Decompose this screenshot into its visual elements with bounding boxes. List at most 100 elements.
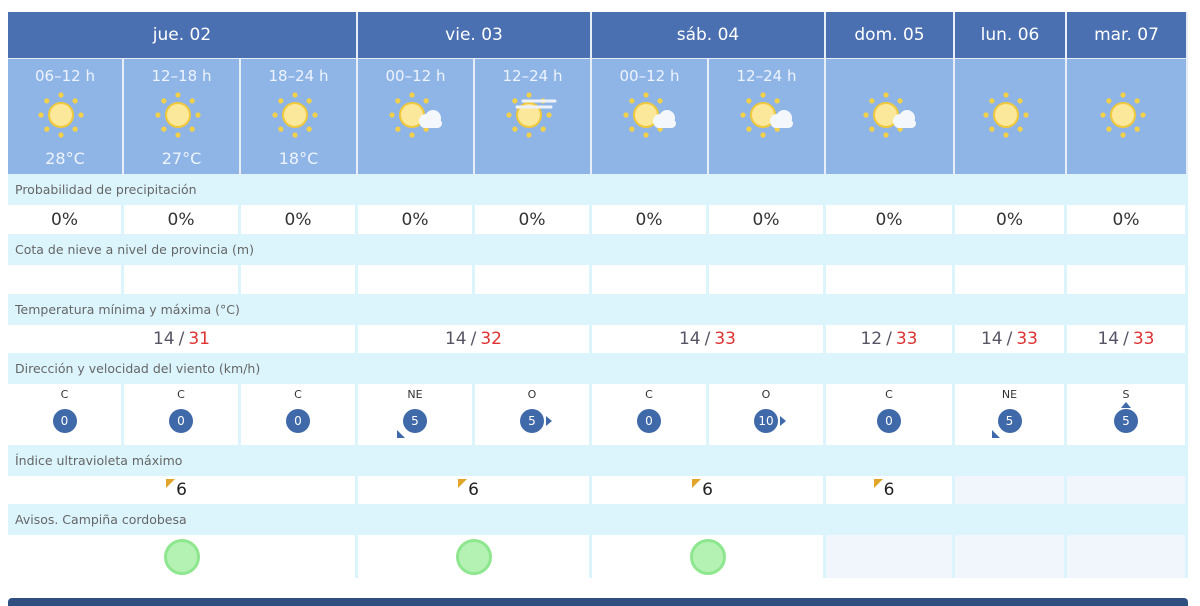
uv-cell: 6 [358, 476, 592, 504]
precip-cell: 0% [592, 205, 709, 234]
min-temp: 14 [678, 329, 701, 349]
period-label: 00–12 h [385, 67, 446, 85]
snow-cell [709, 265, 826, 294]
wind-cell: NE 5 [955, 384, 1067, 445]
day-header[interactable]: vie. 03 [358, 12, 592, 58]
aviso-cell [8, 535, 358, 578]
day-label: mar. 07 [1094, 25, 1159, 45]
aviso-cell [592, 535, 826, 578]
uv-cell [1067, 476, 1188, 504]
wind-speed: 10 [758, 414, 774, 428]
precip-value: 0% [875, 209, 903, 230]
max-temp: 31 [188, 329, 210, 349]
sun-cloud-icon [620, 87, 680, 147]
precip-value: 0% [1112, 209, 1140, 230]
aviso-green-icon[interactable] [689, 538, 726, 575]
wind-speed: 5 [1005, 414, 1014, 428]
sun-cloud-icon [737, 87, 797, 147]
period-cell: 12–24 h [709, 58, 826, 174]
period-label: 12–24 h [502, 67, 563, 85]
row-label-snow: Cota de nieve a nivel de provincia (m) [8, 234, 1188, 265]
day-header[interactable]: lun. 06 [955, 12, 1067, 58]
wind-direction: S [1122, 388, 1130, 401]
wind-speed: 0 [177, 414, 185, 428]
wind-speed-badge: 5 [520, 409, 552, 433]
max-temp: 33 [1132, 329, 1155, 349]
snow-row [8, 265, 1188, 294]
temp-separator: / [704, 329, 711, 349]
wind-row: C 0 C 0 C 0 NE 5 O 5 C 0 O 10 C 0 NE 5 S 5 [8, 384, 1188, 445]
wind-direction: C [885, 388, 893, 401]
wind-direction: O [527, 388, 537, 401]
day-header-row: jue. 02 vie. 03 sáb. 04 dom. 05 lun. 06 mar. … [8, 12, 1188, 58]
period-label: 12–18 h [151, 67, 212, 85]
temp-separator: / [1006, 329, 1013, 349]
day-label: lun. 06 [980, 25, 1040, 45]
temp-separator: / [1123, 329, 1129, 349]
precip-cell: 0% [8, 205, 124, 234]
day-label: jue. 02 [152, 25, 212, 45]
uv-level-flag-icon [458, 478, 467, 488]
row-label-avisos: Avisos. Campiña cordobesa [8, 504, 1188, 535]
aviso-green-icon[interactable] [163, 538, 200, 575]
aviso-cell [955, 535, 1067, 578]
precip-cell: 0% [1067, 205, 1188, 234]
period-cell: 00–12 h [358, 58, 475, 174]
wind-direction: NE [407, 388, 423, 401]
uv-cell: 6 [826, 476, 955, 504]
period-cell: 06–12 h 28°C [8, 58, 124, 174]
wind-direction: C [177, 388, 185, 401]
wind-speed-badge: 0 [877, 409, 901, 433]
wind-speed: 5 [411, 414, 419, 428]
aviso-cell [358, 535, 592, 578]
wind-speed: 0 [294, 414, 302, 428]
precip-cell: 0% [124, 205, 241, 234]
snow-cell [8, 265, 124, 294]
period-label: 18–24 h [268, 67, 329, 85]
row-label-precip: Probabilidad de precipitación [8, 174, 1188, 205]
wind-arrow-icon [397, 430, 405, 438]
wind-speed: 5 [528, 414, 536, 428]
precip-cell: 0% [241, 205, 358, 234]
sun-cloud-icon [860, 87, 920, 147]
wind-arrow-icon [991, 430, 1000, 438]
period-cell [826, 58, 955, 174]
period-temp: 18°C [278, 149, 319, 168]
wind-speed: 0 [885, 414, 893, 428]
row-label-temp: Temperatura mínima y máxima (°C) [8, 294, 1188, 325]
wind-direction: O [761, 388, 771, 401]
minmax-cell: 14/33 [1067, 325, 1188, 353]
precip-row: 0% 0% 0% 0% 0% 0% 0% 0% 0% 0% [8, 205, 1188, 234]
period-cell: 00–12 h [592, 58, 709, 174]
wind-speed: 0 [60, 414, 69, 428]
precip-value: 0% [401, 209, 429, 230]
period-cell [955, 58, 1067, 174]
min-temp: 14 [152, 329, 175, 349]
precip-cell: 0% [475, 205, 592, 234]
day-header[interactable]: jue. 02 [8, 12, 358, 58]
snow-cell [826, 265, 955, 294]
day-header[interactable]: dom. 05 [826, 12, 955, 58]
wind-arrow-icon [780, 416, 786, 426]
sun-icon [35, 87, 95, 147]
aviso-green-icon[interactable] [455, 538, 492, 575]
wind-speed: 5 [1122, 414, 1130, 428]
min-temp: 14 [1097, 329, 1120, 349]
precip-cell: 0% [955, 205, 1067, 234]
minmax-cell: 14/33 [955, 325, 1067, 353]
min-temp: 14 [980, 329, 1003, 349]
wind-direction: C [645, 388, 653, 401]
day-label: sáb. 04 [676, 25, 740, 45]
precip-cell: 0% [358, 205, 475, 234]
precip-value: 0% [284, 209, 312, 230]
period-temp: 27°C [161, 149, 202, 168]
day-header[interactable]: mar. 07 [1067, 12, 1188, 58]
uv-cell [955, 476, 1067, 504]
avisos-row [8, 535, 1188, 578]
day-header[interactable]: sáb. 04 [592, 12, 826, 58]
wind-speed-badge: 5 [991, 409, 1022, 438]
snow-cell [124, 265, 241, 294]
